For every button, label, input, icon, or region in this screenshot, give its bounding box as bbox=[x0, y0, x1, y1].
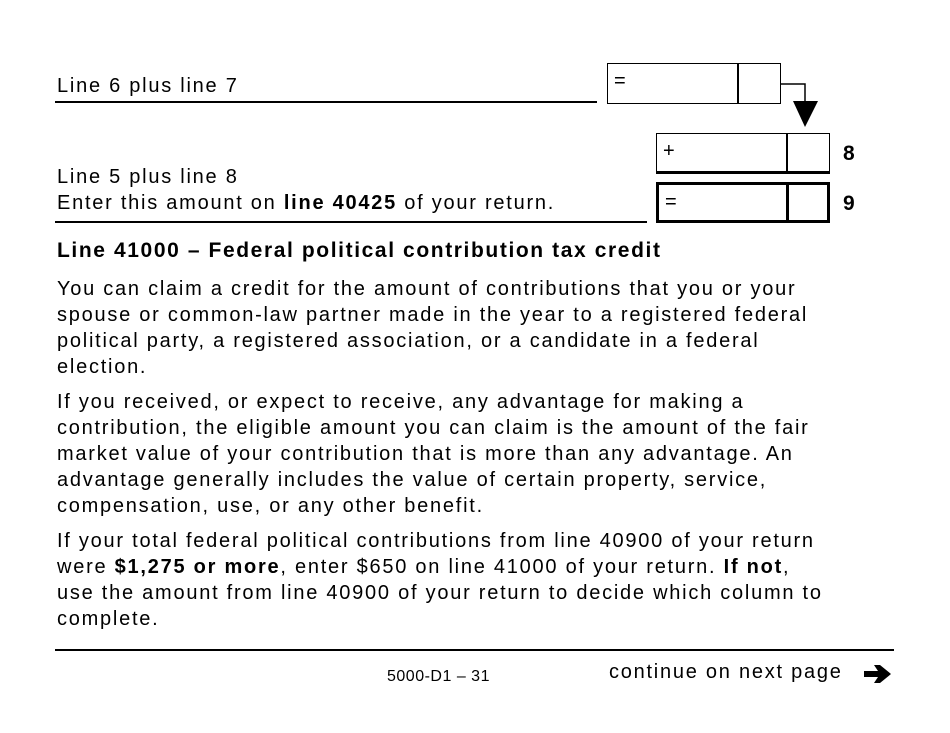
line9-label: Line 5 plus line 8 bbox=[57, 166, 239, 188]
cents-divider bbox=[786, 185, 789, 220]
equals-symbol: = bbox=[614, 70, 626, 92]
section-heading: Line 41000 – Federal political contribut… bbox=[57, 239, 662, 262]
arrow-down-icon bbox=[780, 83, 818, 127]
arrow-right-icon bbox=[864, 665, 891, 683]
footer-divider bbox=[55, 649, 894, 651]
divider bbox=[55, 101, 597, 103]
line7-label: Line 6 plus line 7 bbox=[57, 75, 239, 97]
equals-symbol: = bbox=[665, 191, 677, 213]
line7-amount-field[interactable]: = bbox=[607, 63, 781, 104]
divider bbox=[55, 221, 647, 223]
cents-divider bbox=[786, 134, 788, 171]
cents-divider bbox=[737, 64, 739, 103]
line9-instruction: Enter this amount on line 40425 of your … bbox=[57, 192, 556, 214]
continue-text: continue on next page bbox=[609, 661, 843, 683]
line9-amount-field[interactable]: = bbox=[656, 182, 830, 223]
line8-amount-field[interactable]: + bbox=[656, 133, 830, 174]
page-id: 5000-D1 – 31 bbox=[387, 668, 490, 685]
line-number-8: 8 bbox=[843, 142, 855, 165]
line-number-9: 9 bbox=[843, 192, 855, 215]
plus-symbol: + bbox=[663, 140, 675, 162]
